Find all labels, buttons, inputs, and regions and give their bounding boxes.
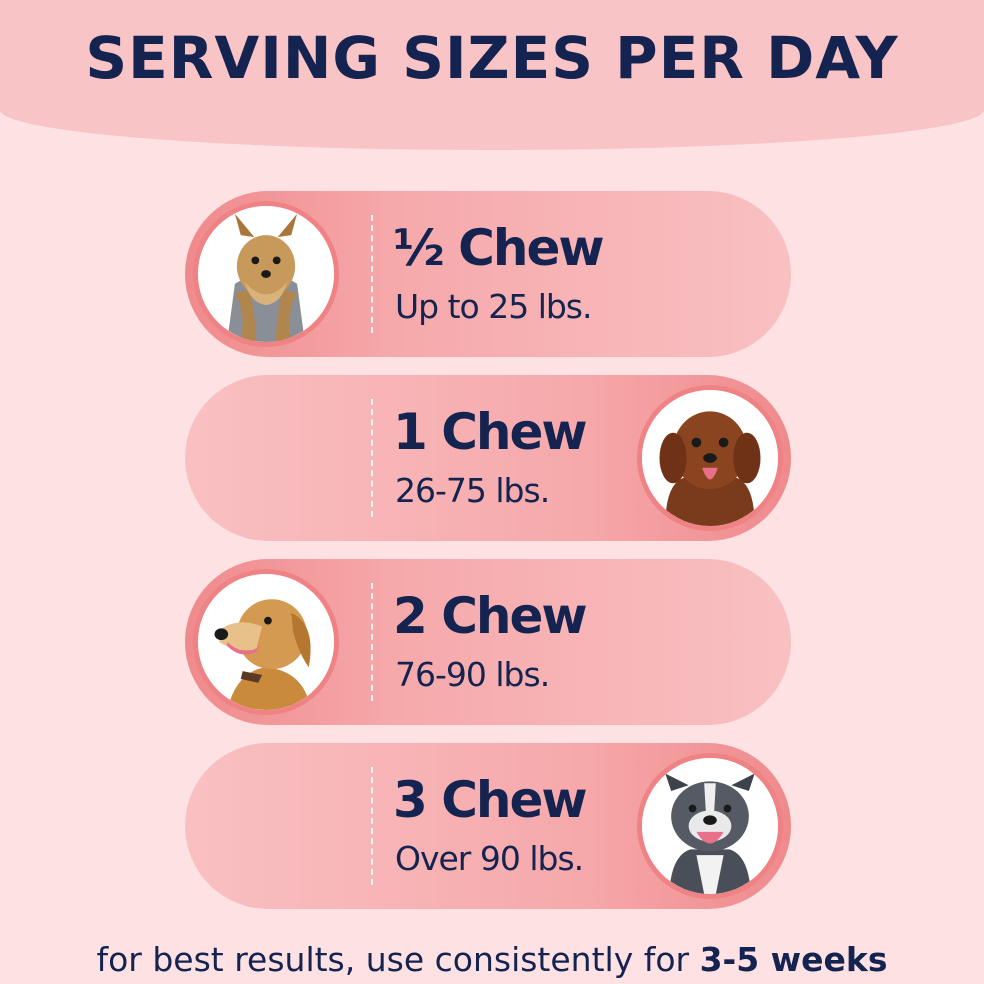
yorkie-dog-photo xyxy=(193,201,339,347)
weight-range: 76-90 lbs. xyxy=(395,655,550,694)
footer-text: for best results, use consistently for xyxy=(96,940,700,979)
serving-card-three-chew: 3 Chew Over 90 lbs. xyxy=(185,743,791,909)
header-band xyxy=(0,0,984,150)
dashed-divider xyxy=(371,767,373,885)
weight-range: 26-75 lbs. xyxy=(395,471,550,510)
dose-label: ½ Chew xyxy=(393,219,605,277)
weight-range: Up to 25 lbs. xyxy=(395,287,592,326)
dashed-divider xyxy=(371,215,373,333)
dashed-divider xyxy=(371,399,373,517)
serving-card-half-chew: ½ Chew Up to 25 lbs. xyxy=(185,191,791,357)
footer-note: for best results, use consistently for 3… xyxy=(0,940,984,979)
pitbull-dog-photo xyxy=(637,753,783,899)
footer-emphasis: 3-5 weeks xyxy=(699,940,888,979)
serving-card-two-chew: 2 Chew 76-90 lbs. xyxy=(185,559,791,725)
dose-label: 1 Chew xyxy=(393,403,588,461)
weight-range: Over 90 lbs. xyxy=(395,839,584,878)
dashed-divider xyxy=(371,583,373,701)
dose-label: 3 Chew xyxy=(393,771,588,829)
dose-label: 2 Chew xyxy=(393,587,588,645)
serving-card-one-chew: 1 Chew 26-75 lbs. xyxy=(185,375,791,541)
doodle-dog-photo xyxy=(637,385,783,531)
page-title: SERVING SIZES PER DAY xyxy=(85,24,899,92)
golden-retriever-photo xyxy=(193,569,339,715)
